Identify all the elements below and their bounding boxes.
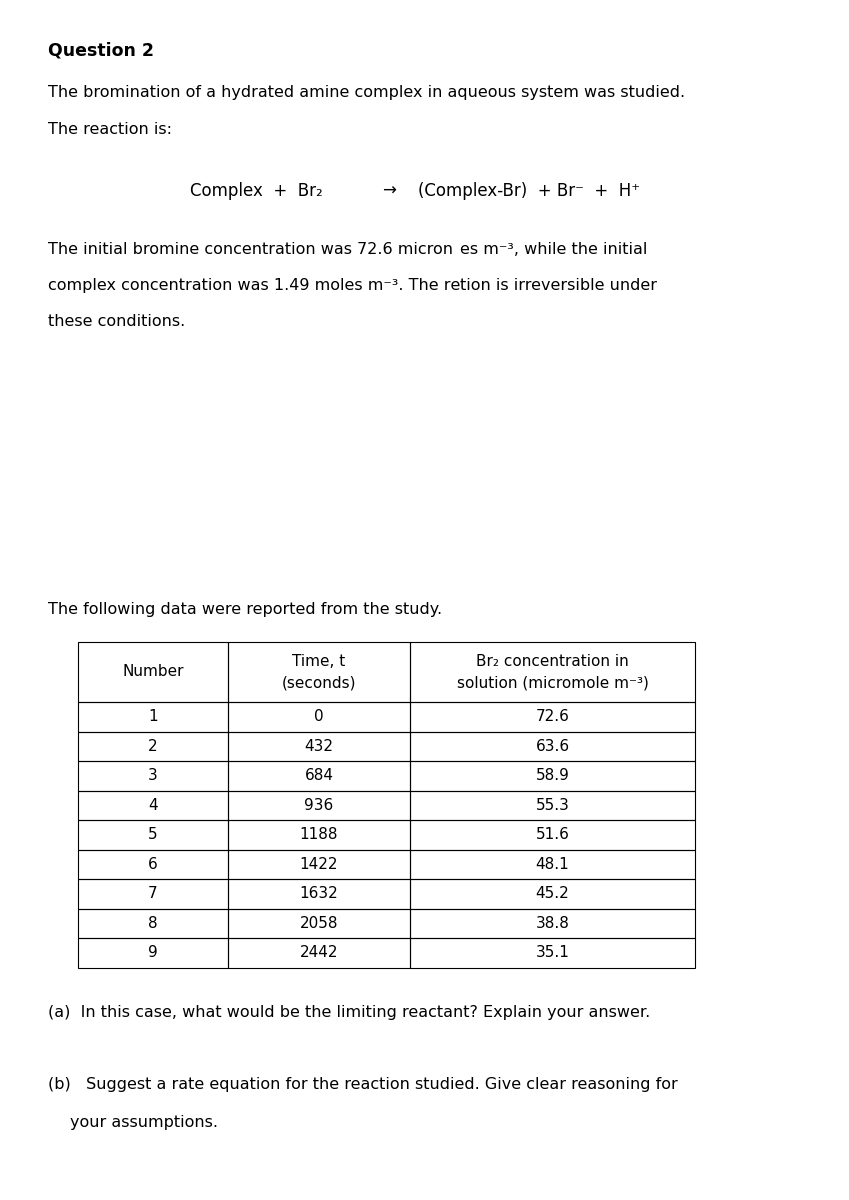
- Text: The following data were reported from the study.: The following data were reported from th…: [48, 602, 442, 617]
- Text: 35.1: 35.1: [536, 946, 570, 960]
- Bar: [228, 642, 410, 702]
- Text: 936: 936: [305, 798, 334, 812]
- Bar: [78, 761, 228, 791]
- Text: 51.6: 51.6: [536, 827, 570, 842]
- Text: your assumptions.: your assumptions.: [70, 1116, 218, 1130]
- Text: 5: 5: [149, 827, 158, 842]
- Text: 48.1: 48.1: [536, 857, 570, 871]
- Text: 2442: 2442: [300, 946, 338, 960]
- Bar: [78, 820, 228, 850]
- Bar: [228, 938, 410, 967]
- Text: 38.8: 38.8: [536, 916, 570, 931]
- Text: 58.9: 58.9: [536, 768, 570, 784]
- Text: The initial bromine concentration was 72.6 micron: The initial bromine concentration was 72…: [48, 242, 453, 257]
- Bar: [410, 938, 695, 967]
- Text: →: →: [382, 182, 396, 200]
- Text: these conditions.: these conditions.: [48, 314, 185, 329]
- Text: Complex  +  Br₂: Complex + Br₂: [190, 182, 323, 200]
- Text: 1632: 1632: [300, 887, 339, 901]
- Bar: [228, 761, 410, 791]
- Text: solution (micromole m⁻³): solution (micromole m⁻³): [457, 676, 649, 690]
- Bar: [78, 938, 228, 967]
- Text: Number: Number: [122, 665, 183, 679]
- Text: 72.6: 72.6: [536, 709, 570, 725]
- Bar: [78, 850, 228, 878]
- Text: 3: 3: [148, 768, 158, 784]
- Bar: [228, 850, 410, 878]
- Text: (seconds): (seconds): [282, 676, 357, 690]
- Bar: [410, 820, 695, 850]
- Text: 1422: 1422: [300, 857, 338, 871]
- Text: 6: 6: [148, 857, 158, 871]
- Bar: [78, 791, 228, 820]
- Text: The reaction is:: The reaction is:: [48, 122, 172, 137]
- Bar: [410, 878, 695, 908]
- Bar: [78, 732, 228, 761]
- Bar: [228, 820, 410, 850]
- Bar: [410, 791, 695, 820]
- Bar: [410, 761, 695, 791]
- Bar: [228, 791, 410, 820]
- Text: 2058: 2058: [300, 916, 338, 931]
- Bar: [78, 908, 228, 938]
- Bar: [410, 702, 695, 732]
- Text: 684: 684: [305, 768, 334, 784]
- Bar: [78, 642, 228, 702]
- Text: complex concentration was 1.49 moles m⁻³. The rе: complex concentration was 1.49 moles m⁻³…: [48, 278, 460, 293]
- Text: The bromination of a hydrated amine complex in aqueous system was studied.: The bromination of a hydrated amine comp…: [48, 85, 685, 100]
- Text: 9: 9: [148, 946, 158, 960]
- Bar: [410, 850, 695, 878]
- Text: 4: 4: [149, 798, 158, 812]
- Text: (a)  In this case, what would be the limiting reactant? Explain your answer.: (a) In this case, what would be the limi…: [48, 1006, 650, 1020]
- Bar: [228, 702, 410, 732]
- Bar: [410, 908, 695, 938]
- Text: 45.2: 45.2: [536, 887, 570, 901]
- Text: es m⁻³, while the initial: es m⁻³, while the initial: [460, 242, 648, 257]
- Bar: [228, 878, 410, 908]
- Bar: [410, 642, 695, 702]
- Text: Br₂ concentration in: Br₂ concentration in: [476, 654, 629, 668]
- Text: 63.6: 63.6: [536, 739, 570, 754]
- Text: 1: 1: [149, 709, 158, 725]
- Text: tion is irreversible under: tion is irreversible under: [460, 278, 657, 293]
- Text: 432: 432: [305, 739, 334, 754]
- Text: Question 2: Question 2: [48, 42, 154, 60]
- Text: 8: 8: [149, 916, 158, 931]
- Bar: [78, 702, 228, 732]
- Text: 1188: 1188: [300, 827, 338, 842]
- Bar: [78, 878, 228, 908]
- Text: Time, t: Time, t: [292, 654, 346, 668]
- Bar: [228, 732, 410, 761]
- Text: (b)   Suggest a rate equation for the reaction studied. Give clear reasoning for: (b) Suggest a rate equation for the reac…: [48, 1078, 678, 1092]
- Text: 7: 7: [149, 887, 158, 901]
- Bar: [410, 732, 695, 761]
- Text: (Complex-Br)  + Br⁻  +  H⁺: (Complex-Br) + Br⁻ + H⁺: [418, 182, 640, 200]
- Text: 0: 0: [314, 709, 323, 725]
- Text: 55.3: 55.3: [536, 798, 570, 812]
- Bar: [228, 908, 410, 938]
- Text: 2: 2: [149, 739, 158, 754]
